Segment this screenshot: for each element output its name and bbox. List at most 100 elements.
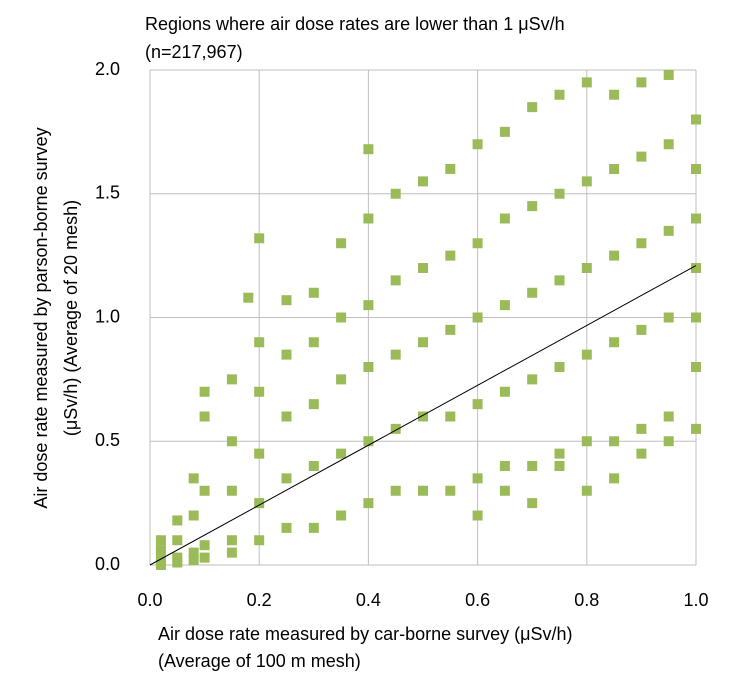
- scatter-point: [390, 349, 401, 360]
- scatter-point: [581, 176, 592, 187]
- scatter-point: [472, 312, 483, 323]
- scatter-point: [254, 448, 265, 459]
- scatter-point: [418, 176, 428, 187]
- scatter-point: [581, 349, 592, 360]
- scatter-point: [472, 399, 483, 410]
- scatter-point: [527, 461, 538, 471]
- scatter-point: [390, 275, 401, 286]
- scatter-point: [155, 535, 166, 546]
- scatter-point: [499, 300, 510, 311]
- scatter-point: [636, 151, 647, 162]
- scatter-point: [499, 126, 510, 137]
- scatter-point: [691, 263, 701, 273]
- y-tick-label: 0.0: [95, 554, 120, 574]
- scatter-point: [691, 362, 701, 372]
- scatter-point: [199, 485, 210, 496]
- x-tick-label: 0.6: [465, 590, 490, 610]
- scatter-point: [172, 557, 183, 568]
- x-axis-label: (Average of 100 m mesh): [158, 651, 361, 671]
- scatter-point: [609, 337, 620, 348]
- scatter-point: [609, 89, 620, 100]
- scatter-point: [363, 498, 374, 509]
- trendline: [149, 265, 697, 566]
- scatter-point: [691, 423, 701, 434]
- scatter-point: [472, 238, 483, 249]
- scatter-point: [445, 250, 456, 261]
- scatter-point: [691, 114, 701, 125]
- scatter-point: [609, 250, 620, 261]
- scatter-point: [554, 275, 565, 286]
- scatter-point: [281, 411, 292, 422]
- scatter-point: [663, 69, 674, 80]
- scatter-point: [199, 540, 210, 551]
- scatter-point: [554, 448, 565, 459]
- scatter-point: [418, 263, 428, 273]
- scatter-point: [308, 461, 319, 471]
- scatter-point: [281, 349, 292, 360]
- scatter-point: [390, 188, 401, 199]
- scatter-point: [254, 233, 265, 244]
- x-tick-label: 1.0: [683, 590, 708, 610]
- scatter-point: [636, 324, 647, 335]
- scatter-point: [663, 225, 674, 236]
- scatter-point: [445, 485, 456, 496]
- scatter-point: [281, 295, 292, 306]
- scatter-point: [199, 552, 210, 563]
- scatter-point: [581, 436, 592, 447]
- scatter-point: [390, 423, 401, 434]
- scatter-point: [445, 324, 456, 335]
- scatter-point: [527, 102, 538, 113]
- scatter-point: [199, 386, 210, 397]
- scatter-point: [445, 411, 456, 422]
- scatter-point: [390, 485, 401, 496]
- x-tick-label: 0.0: [137, 590, 162, 610]
- scatter-point: [363, 362, 374, 372]
- scatter-point: [188, 555, 199, 566]
- scatter-point: [581, 263, 592, 273]
- scatter-point: [188, 473, 199, 484]
- chart-title: Regions where air dose rates are lower t…: [145, 14, 565, 34]
- scatter-point: [226, 535, 237, 546]
- scatter-point: [155, 545, 166, 556]
- y-tick-label: 0.5: [95, 430, 120, 450]
- x-tick-label: 0.4: [356, 590, 381, 610]
- x-tick-label: 0.2: [247, 590, 272, 610]
- scatter-point: [226, 485, 237, 496]
- x-tick-label: 0.8: [574, 590, 599, 610]
- scatter-point: [308, 337, 319, 348]
- y-axis-label: Air dose rate measured by parson-borne s…: [31, 127, 51, 508]
- scatter-point: [254, 337, 265, 348]
- scatter-point: [527, 374, 538, 385]
- scatter-point: [363, 436, 374, 447]
- scatter-point: [472, 139, 483, 150]
- scatter-point: [472, 510, 483, 521]
- scatter-point: [418, 337, 428, 348]
- scatter-point: [554, 461, 565, 471]
- scatter-point: [636, 448, 647, 459]
- scatter-point: [308, 287, 319, 298]
- scatter-point: [172, 515, 183, 526]
- y-tick-label: 1.0: [95, 306, 120, 326]
- x-axis-label: Air dose rate measured by car-borne surv…: [158, 624, 573, 644]
- y-axis-label: (μSv/h) (Average of 20 mesh): [61, 200, 81, 436]
- scatter-point: [308, 399, 319, 410]
- chart-subtitle: (n=217,967): [145, 42, 243, 62]
- scatter-point: [581, 77, 592, 88]
- scatter-point: [527, 498, 538, 509]
- scatter-point: [336, 510, 347, 521]
- scatter-point: [663, 436, 674, 447]
- scatter-point: [636, 423, 647, 434]
- scatter-point: [691, 312, 701, 323]
- scatter-point: [581, 485, 592, 496]
- scatter-point: [336, 374, 347, 385]
- y-tick-label: 2.0: [95, 59, 120, 79]
- scatter-point: [226, 374, 237, 385]
- scatter-point: [155, 560, 166, 570]
- scatter-point: [336, 312, 347, 323]
- scatter-point: [636, 238, 647, 249]
- scatter-point: [636, 77, 647, 88]
- scatter-point: [172, 535, 183, 546]
- scatter-point: [691, 213, 701, 224]
- scatter-point: [363, 213, 374, 224]
- scatter-point: [663, 312, 674, 323]
